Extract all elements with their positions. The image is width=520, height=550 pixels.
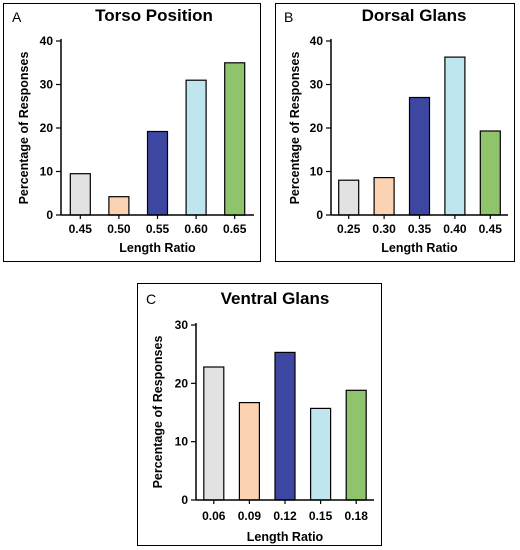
bar-0.15 (310, 407, 332, 501)
x-axis-label: Length Ratio (119, 241, 196, 255)
x-tick-label: 0.18 (345, 509, 369, 523)
y-tick-label: 0 (316, 208, 323, 222)
bar-0.06 (203, 366, 225, 501)
bar-0.12 (274, 351, 296, 501)
bar-0.18 (345, 389, 367, 501)
y-axis-label: Percentage of Responses (151, 336, 165, 489)
y-tick-label: 20 (40, 121, 54, 135)
x-tick-label: 0.50 (107, 222, 131, 236)
x-tick-label: 0.09 (238, 509, 262, 523)
y-tick-label: 10 (175, 435, 189, 449)
y-tick-label: 40 (40, 34, 54, 48)
chart-torso-position: A Torso Position 0.45 0.50 0.55 0.60 0.65 0 10 20… (12, 6, 254, 255)
bar-0.35 (408, 96, 431, 216)
x-tick-label: 0.15 (309, 509, 333, 523)
x-tick-label: 0.40 (443, 222, 467, 236)
bar-0.65 (224, 62, 246, 216)
y-tick-label: 0 (181, 493, 188, 507)
bar-0.50 (108, 196, 130, 216)
x-tick-label: 0.55 (146, 222, 170, 236)
bar-0.09 (238, 401, 261, 501)
chart-title: Torso Position (95, 6, 213, 25)
bar-0.40 (444, 56, 466, 216)
y-tick-label: 10 (40, 165, 54, 179)
x-tick-label: 0.25 (337, 222, 361, 236)
bar-0.25 (338, 179, 360, 216)
bar-0.55 (146, 130, 169, 216)
bar-0.45 (479, 130, 501, 216)
x-tick-label: 0.12 (273, 509, 297, 523)
y-tick-label: 30 (310, 78, 324, 92)
y-tick-label: 40 (310, 34, 324, 48)
chart-dorsal-glans: B Dorsal Glans 0.25 0.30 0.35 0.40 0.45 0 10 20 30… (284, 6, 508, 255)
chart-title: Dorsal Glans (362, 6, 467, 25)
panel-c: C Ventral Glans 0.06 0.09 0.12 0.15 0.18 0 10 20 3… (137, 283, 382, 546)
panel-label: C (146, 291, 156, 307)
x-tick-label: 0.65 (223, 222, 247, 236)
y-axis-label: Percentage of Responses (288, 52, 302, 205)
x-tick-label: 0.06 (202, 509, 226, 523)
panel-b: B Dorsal Glans 0.25 0.30 0.35 0.40 0.45 0 10 20 30… (275, 3, 515, 262)
bar-0.30 (373, 177, 395, 216)
y-axis-label: Percentage of Responses (17, 52, 31, 205)
y-tick-label: 0 (46, 208, 53, 222)
bar-0.60 (185, 79, 207, 216)
x-tick-label: 0.60 (184, 222, 208, 236)
y-tick-label: 20 (175, 376, 189, 390)
y-tick-label: 30 (40, 78, 54, 92)
x-axis-label: Length Ratio (381, 241, 458, 255)
chart-ventral-glans: C Ventral Glans 0.06 0.09 0.12 0.15 0.18 0 10 20 3… (146, 289, 374, 544)
panel-label: A (12, 9, 22, 25)
x-tick-label: 0.45 (69, 222, 93, 236)
panel-a: A Torso Position 0.45 0.50 0.55 0.60 0.65 0 10 20… (3, 3, 261, 262)
y-tick-label: 30 (175, 318, 189, 332)
x-axis-label: Length Ratio (247, 530, 324, 544)
panel-label: B (284, 9, 293, 25)
y-tick-label: 10 (310, 165, 324, 179)
bar-0.45 (69, 173, 91, 216)
x-tick-label: 0.35 (408, 222, 432, 236)
x-tick-label: 0.45 (479, 222, 503, 236)
chart-title: Ventral Glans (221, 289, 330, 308)
x-tick-label: 0.30 (372, 222, 396, 236)
y-tick-label: 20 (310, 121, 324, 135)
